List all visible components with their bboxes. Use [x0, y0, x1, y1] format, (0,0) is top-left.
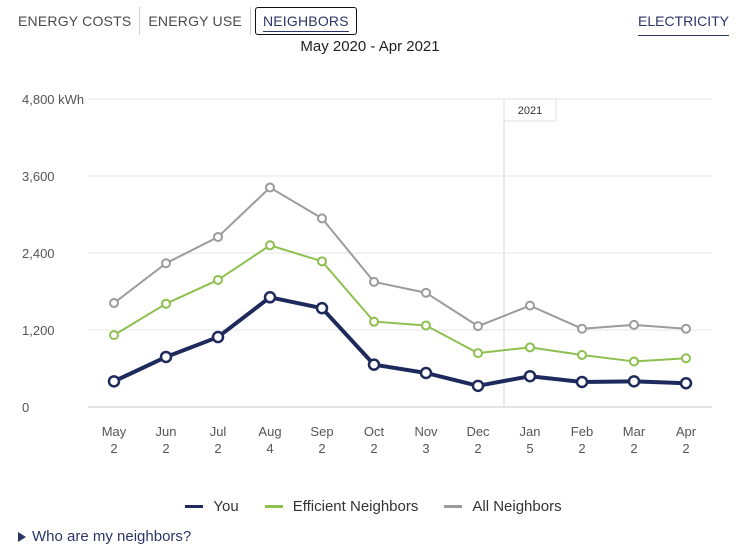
data-point-efficient-neighbors [161, 298, 171, 309]
data-point-you [263, 291, 277, 304]
x-tick-days: 2 [578, 441, 585, 456]
data-point-you [471, 379, 485, 393]
x-tick-month: Jun [156, 424, 177, 439]
x-tick-month: Oct [364, 424, 385, 439]
data-point-efficient-neighbors [421, 320, 431, 331]
x-tick-days: 2 [474, 441, 481, 456]
x-tick-days: 2 [110, 441, 117, 456]
legend-swatch-you [185, 505, 204, 508]
data-point-all-neighbors [629, 319, 639, 330]
data-point-all-neighbors [525, 300, 535, 311]
data-point-you [211, 330, 225, 344]
x-tick-days: 2 [370, 441, 377, 456]
data-point-you [627, 375, 641, 388]
data-point-you [575, 375, 589, 389]
x-tick-days: 5 [526, 441, 533, 456]
x-tick-days: 2 [682, 441, 689, 456]
x-tick-month: Nov [414, 424, 438, 439]
data-point-all-neighbors [317, 213, 327, 224]
faq-label: Who are my neighbors? [32, 528, 192, 545]
data-point-you [159, 350, 173, 364]
y-tick-label: 4,800 kWh [22, 92, 84, 107]
data-point-all-neighbors [369, 276, 379, 287]
data-point-efficient-neighbors [109, 330, 119, 341]
data-point-all-neighbors [213, 231, 223, 242]
data-point-efficient-neighbors [577, 350, 587, 361]
x-tick-month: May [102, 424, 127, 439]
x-tick-month: Aug [258, 424, 281, 439]
expand-triangle-icon [18, 531, 26, 542]
series-line-efficient-neighbors [113, 244, 687, 363]
view-tabs: ENERGY COSTS ENERGY USE NEIGHBORS [10, 6, 357, 36]
x-tick-month: Jan [520, 424, 541, 439]
y-tick-label: 1,200 [22, 323, 55, 338]
chart-subtitle: May 2020 - Apr 2021 [300, 38, 440, 55]
tab-energy-use[interactable]: ENERGY USE [140, 7, 251, 35]
y-tick-label: 0 [22, 400, 29, 415]
x-tick-days: 3 [422, 441, 429, 456]
x-tick-month: Dec [466, 424, 490, 439]
x-tick-month: Apr [676, 424, 697, 439]
x-tick-days: 2 [162, 441, 169, 456]
data-point-all-neighbors [421, 287, 431, 298]
x-tick-days: 2 [630, 441, 637, 456]
legend-item-efficient-neighbors[interactable]: Efficient Neighbors [264, 498, 419, 515]
data-point-efficient-neighbors [265, 240, 275, 251]
data-point-efficient-neighbors [317, 256, 327, 267]
x-tick-days: 2 [214, 441, 221, 456]
data-point-you [367, 358, 381, 371]
data-point-efficient-neighbors [369, 316, 379, 327]
data-point-you [419, 366, 433, 380]
legend-label-you: You [213, 498, 239, 515]
legend-item-all-neighbors[interactable]: All Neighbors [444, 498, 562, 515]
data-point-all-neighbors [265, 182, 275, 193]
chart-legend: You Efficient Neighbors All Neighbors [0, 498, 747, 515]
data-point-you [679, 377, 693, 390]
data-point-you [107, 375, 121, 388]
data-point-efficient-neighbors [213, 274, 223, 285]
tab-neighbors-label: NEIGHBORS [262, 13, 349, 32]
x-tick-month: Mar [623, 424, 646, 439]
data-point-all-neighbors [577, 323, 587, 334]
series-line-you [113, 295, 687, 388]
legend-swatch-all-neighbors [444, 505, 463, 508]
y-tick-label: 3,600 [22, 169, 55, 184]
data-point-all-neighbors [109, 298, 119, 309]
fuel-selector-electricity[interactable]: ELECTRICITY [637, 13, 729, 36]
x-tick-month: Feb [571, 424, 593, 439]
x-tick-month: Sep [310, 424, 333, 439]
data-point-efficient-neighbors [525, 342, 535, 353]
legend-label-all-neighbors: All Neighbors [472, 498, 562, 515]
x-tick-month: Jul [210, 424, 227, 439]
tab-energy-costs[interactable]: ENERGY COSTS [10, 7, 141, 35]
data-point-all-neighbors [681, 323, 691, 334]
data-point-all-neighbors [473, 321, 483, 332]
series-line-all-neighbors [113, 186, 687, 330]
tab-neighbors[interactable]: NEIGHBORS [254, 7, 357, 35]
data-point-efficient-neighbors [629, 356, 639, 367]
y-tick-label: 2,400 [22, 246, 55, 261]
year-marker-label: 2021 [518, 105, 542, 117]
data-point-efficient-neighbors [473, 348, 483, 359]
year-marker-box [503, 98, 557, 122]
data-point-all-neighbors [161, 258, 171, 269]
legend-swatch-efficient-neighbors [264, 505, 283, 508]
who-are-my-neighbors-link[interactable]: Who are my neighbors? [18, 528, 191, 545]
neighbors-comparison-chart: 0 1,200 2,400 3,600 4,800 kWh 2021 May 2 Jun 2 Jul… [22, 92, 712, 456]
legend-item-you[interactable]: You [185, 498, 239, 515]
legend-label-efficient-neighbors: Efficient Neighbors [292, 498, 419, 515]
data-point-you [523, 369, 537, 383]
x-tick-days: 2 [318, 441, 325, 456]
data-point-efficient-neighbors [681, 353, 691, 364]
x-tick-days: 4 [266, 441, 273, 456]
data-point-you [315, 301, 329, 315]
